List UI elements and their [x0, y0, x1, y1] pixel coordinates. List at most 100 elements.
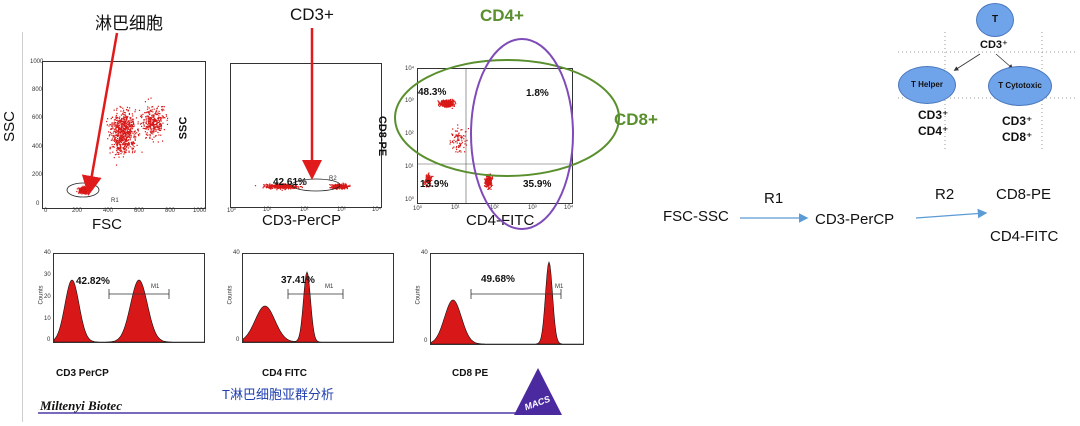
- histogram-cd3-area-marker-bar: [108, 289, 170, 299]
- monocyte-cloud: [138, 97, 169, 143]
- scatter1-ytick-200: 200: [32, 172, 43, 178]
- histogram-cd3-ytick-10: 10: [44, 316, 51, 322]
- quadrant-upper-left: 48.3%: [418, 87, 447, 98]
- scatter1-ytick-800: 800: [32, 87, 43, 93]
- macs-logo-triangle: [514, 368, 562, 415]
- scatter1-x-axis: FSC: [92, 216, 122, 233]
- flow-step-cd8: CD8-PE: [996, 186, 1052, 203]
- histogram-cd3-ytick-20: 20: [44, 294, 51, 300]
- scatter1-xtick-800: 800: [165, 208, 176, 214]
- t-helper-node: T Helper: [898, 66, 956, 104]
- histogram-cd3-area: [54, 279, 204, 342]
- histogram-cd4-percent: 37.41%: [281, 275, 315, 286]
- scatter2-region-label: R2: [329, 176, 337, 182]
- scatter-plot-cd3-ssc: 42.61% R2: [230, 63, 382, 208]
- lymphocyte-arrow: [81, 32, 119, 196]
- histogram-cd8-area-marker-bar: [470, 289, 562, 299]
- scatter3-ytick-3: 10³: [405, 98, 414, 104]
- histogram-cd3-canvas: [54, 279, 204, 342]
- cd3-negative-cloud: [254, 183, 304, 191]
- histogram-cd4-label: CD4 FITC: [262, 368, 307, 379]
- scatter-plot-fsc-ssc: R1: [42, 61, 206, 209]
- cd4-gate-ellipse: [470, 38, 574, 230]
- scatter1-xtick-400: 400: [103, 208, 114, 214]
- scatter1-ytick-400: 400: [32, 144, 43, 150]
- scatter2-x-axis: CD3-PerCP: [262, 212, 342, 229]
- lymphocyte-label: 淋巴细胞: [95, 14, 163, 33]
- histogram-cd4-area: [243, 271, 393, 342]
- flow-r1-label: R1: [764, 190, 784, 207]
- scatter3-sparse-cloud: [449, 124, 469, 153]
- scatter3-ytick-1: 10¹: [405, 164, 414, 170]
- scatter3-xtick-4: 10⁴: [564, 205, 574, 211]
- scatter1-ytick-0: 0: [36, 201, 40, 207]
- t-cytotoxic-node: T Cytotoxic: [988, 66, 1052, 106]
- flow-arrow-r2: [915, 208, 988, 219]
- cd8-positive-cloud: [437, 98, 457, 109]
- histogram-cd4-ytick-0: 0: [236, 337, 240, 343]
- scatter2-xtick-1: 10¹: [263, 207, 272, 213]
- histogram-cd3-label: CD3 PerCP: [56, 368, 109, 379]
- scatter2-xtick-2: 10²: [300, 207, 309, 213]
- cd8-plus-label: CD8+: [614, 110, 658, 129]
- scatter1-region-label: R1: [111, 198, 119, 204]
- scatter1-xtick-600: 600: [134, 208, 145, 214]
- quadrant-upper-right: 1.8%: [526, 88, 549, 99]
- histogram-cd8-area: [431, 260, 583, 344]
- scatter1-ytick-1000: 1000: [30, 59, 44, 65]
- scatter2-canvas: [254, 178, 351, 192]
- tree-arrow-helper: [953, 53, 981, 71]
- histogram-cd3-marker: M1: [151, 284, 160, 290]
- quadrant-lower-left: 13.9%: [420, 179, 449, 190]
- flow-step-cd4: CD4-FITC: [990, 228, 1059, 245]
- cd4-plus-label: CD4+: [480, 6, 524, 25]
- t-cytotoxic-marker-cd8: CD8⁺: [1002, 130, 1033, 144]
- histogram-cd4-ytick-40: 40: [233, 250, 240, 256]
- scatter1-xtick-1000: 1000: [193, 208, 207, 214]
- cd4-positive-cloud: [483, 173, 494, 190]
- t-helper-marker-cd4: CD4⁺: [918, 124, 949, 138]
- histogram-cd3: 42.82% M1: [53, 253, 205, 343]
- scatter3-ytick-0: 10⁰: [405, 197, 415, 203]
- histogram-cd4: 37.41% M1: [242, 253, 394, 343]
- scatter1-ytick-600: 600: [32, 115, 43, 121]
- quadrant-lower-right: 35.9%: [523, 179, 552, 190]
- t-cell-node: T: [976, 3, 1014, 37]
- histogram-cd8-ytick-40: 40: [421, 250, 428, 256]
- scatter3-xtick-2: 10²: [490, 205, 499, 211]
- panel-border: [22, 32, 23, 422]
- scatter3-canvas: [418, 69, 572, 203]
- scatter-plot-cd4-cd8: 48.3% 1.8% 13.9% 35.9%: [417, 68, 573, 204]
- figure-title: T淋巴细胞亚群分析: [222, 387, 334, 402]
- scatter2-xtick-0: 10⁰: [227, 208, 237, 214]
- histogram-cd8-label: CD8 PE: [452, 368, 489, 379]
- histogram-cd3-percent: 42.82%: [76, 276, 110, 287]
- t-cytotoxic-marker-cd3: CD3⁺: [1002, 114, 1033, 128]
- scatter3-xtick-0: 10⁰: [413, 206, 423, 212]
- scatter3-ytick-4: 10⁴: [405, 66, 415, 72]
- tree-arrow-cytotoxic: [995, 53, 1014, 70]
- scatter3-xtick-3: 10³: [528, 205, 537, 211]
- histogram-cd4-canvas: [243, 271, 393, 342]
- flow-step-cd3: CD3-PerCP: [815, 211, 895, 228]
- histogram-cd3-ytick-30: 30: [44, 272, 51, 278]
- double-negative-cloud: [423, 172, 434, 188]
- histogram-cd8-canvas: [431, 260, 583, 344]
- scatter3-xtick-1: 10¹: [451, 205, 460, 211]
- histogram-cd8: 49.68% M1: [430, 253, 584, 345]
- histogram-cd4-area-marker-bar: [287, 289, 344, 299]
- scatter2-percent: 42.61%: [273, 177, 307, 188]
- t-helper-marker-cd3: CD3⁺: [918, 108, 949, 122]
- histogram-cd3-ytick-0: 0: [47, 337, 51, 343]
- granulocyte-cloud: [106, 105, 143, 166]
- cd3-plus-label: CD3+: [290, 5, 334, 24]
- histogram-cd8-ytick-0: 0: [424, 338, 428, 344]
- cd8-gate-ellipse: [394, 59, 620, 177]
- flow-r2-label: R2: [935, 186, 955, 203]
- scatter2-xtick-4: 10⁴: [372, 207, 382, 213]
- scatter1-xtick-0: 0: [44, 208, 48, 214]
- histogram-cd8-marker: M1: [555, 284, 564, 290]
- scatter1-xtick-200: 200: [72, 208, 83, 214]
- scatter2-xtick-3: 10³: [337, 207, 346, 213]
